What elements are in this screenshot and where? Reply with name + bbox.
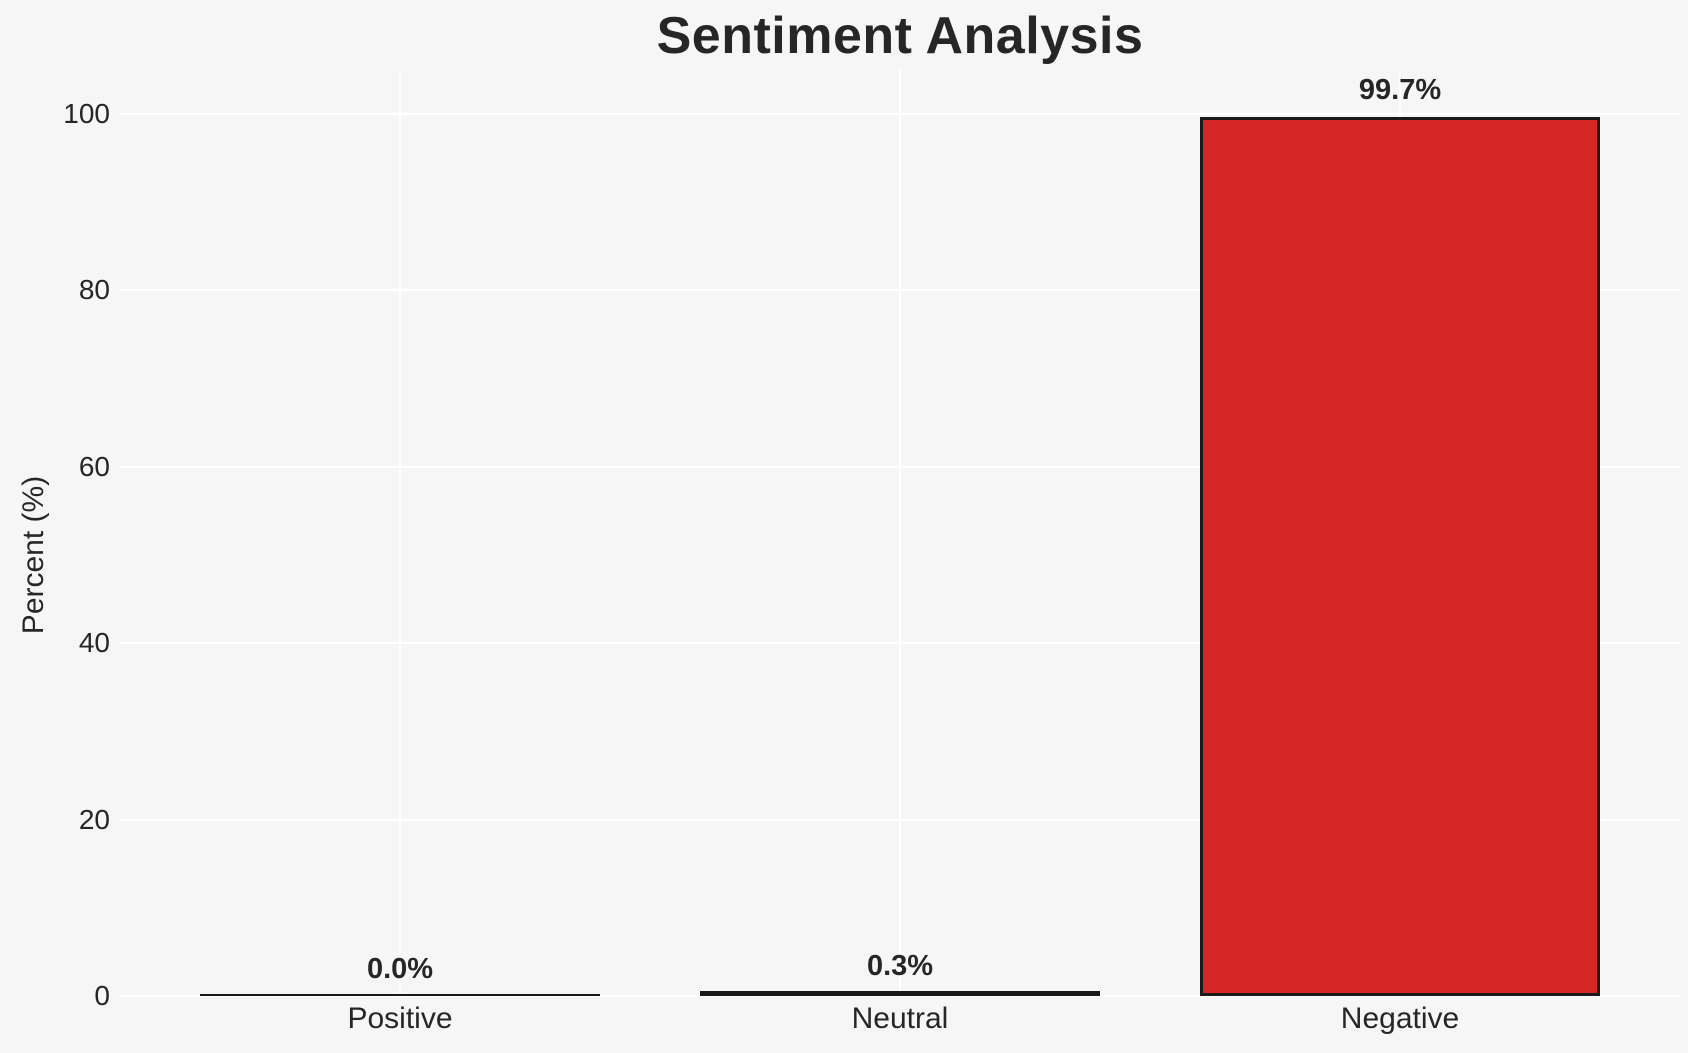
bar-value-label-negative: 99.7%	[1358, 73, 1442, 106]
h-gridline-0	[120, 995, 1680, 997]
y-tick-label-0: 0	[94, 980, 110, 1011]
y-tick-label-100: 100	[63, 98, 110, 130]
bar-value-label-neutral: 0.3%	[866, 950, 934, 983]
bar-value-label-positive: 0.0%	[366, 953, 434, 985]
x-tick-label-positive: Positive	[347, 1002, 453, 1035]
bar-negative	[1200, 117, 1600, 996]
x-tick-label-negative: Negative	[1340, 1002, 1460, 1035]
y-tick-label-40: 40	[78, 627, 110, 659]
chart-title: Sentiment Analysis	[656, 7, 1144, 65]
bar-neutral	[700, 990, 1100, 996]
y-tick-label-60: 60	[78, 450, 110, 482]
y-tick-label-20: 20	[78, 803, 110, 835]
v-gridline-positive	[399, 70, 401, 996]
v-gridline-neutral	[899, 70, 901, 996]
bar-positive	[200, 993, 600, 996]
x-tick-label-neutral: Neutral	[851, 1002, 949, 1035]
y-tick-label-80: 80	[78, 274, 110, 306]
